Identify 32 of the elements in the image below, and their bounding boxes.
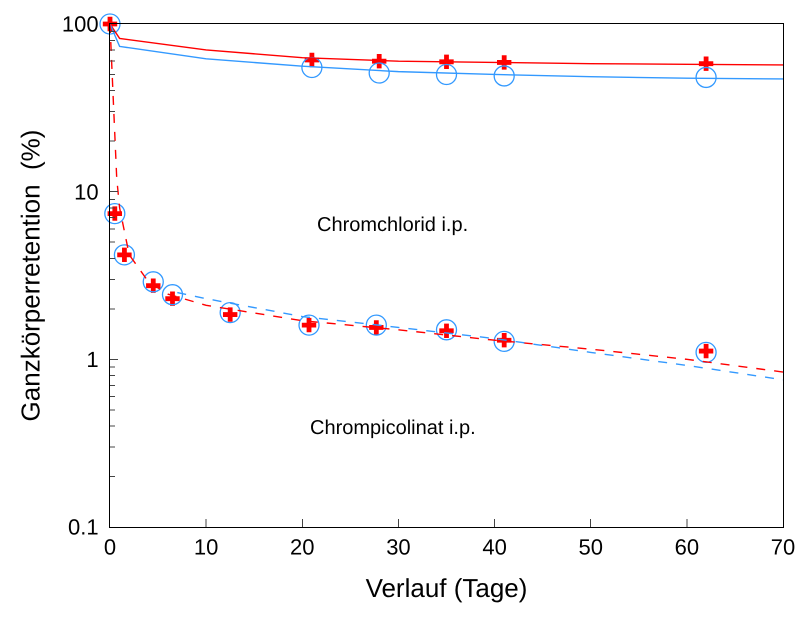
point [436, 319, 458, 340]
annotation: Chrompicolinat i.p. [310, 417, 476, 439]
x-tick-label: 40 [482, 534, 507, 560]
point [162, 284, 184, 306]
point [695, 342, 717, 364]
point [366, 314, 387, 336]
point [104, 202, 126, 224]
point [298, 314, 320, 336]
x-tick-label: 50 [578, 534, 603, 560]
x-tick-label: 70 [770, 534, 796, 560]
point [301, 56, 323, 78]
x-tick-label: 20 [290, 534, 315, 560]
point [368, 62, 390, 84]
y-tick-label: 1 [86, 347, 99, 372]
y-tick-label: 0.1 [68, 514, 99, 540]
y-axis-title: Ganzkörperretention (%) [15, 130, 46, 422]
point [220, 302, 241, 324]
y-tick-label: 10 [74, 179, 99, 204]
x-tick-label: 30 [386, 534, 411, 560]
point [114, 244, 136, 266]
point [142, 271, 164, 292]
point [436, 64, 458, 86]
x-tick-label: 60 [674, 534, 700, 560]
point [494, 330, 515, 352]
x-axis-title: Verlauf (Tage) [366, 573, 528, 604]
annotation: Chromchlorid i.p. [317, 214, 468, 236]
x-tick-label: 10 [194, 534, 218, 560]
point [695, 66, 717, 88]
point [99, 13, 121, 35]
y-tick-label: 100 [62, 12, 99, 37]
x-tick-label: 0 [104, 534, 116, 560]
point [494, 65, 515, 87]
